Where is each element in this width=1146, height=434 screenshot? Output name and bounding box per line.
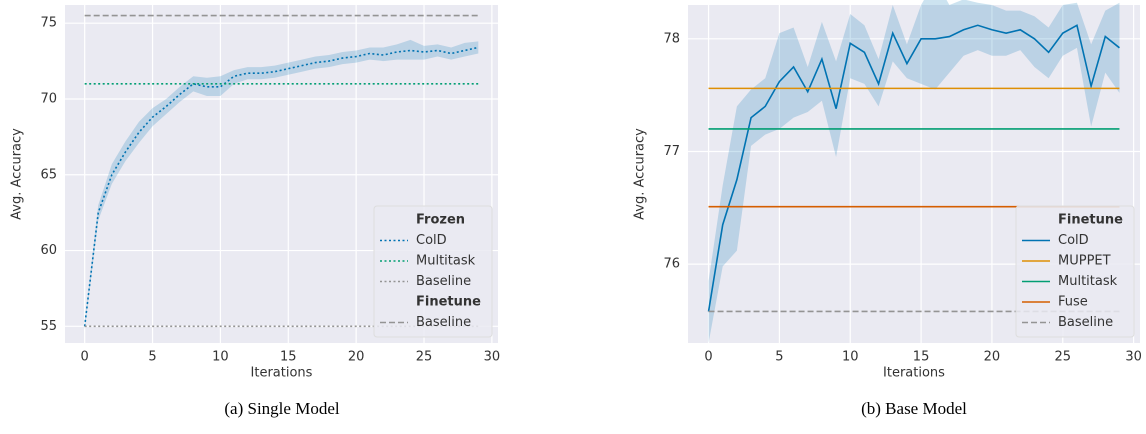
legend-box [373, 205, 493, 338]
legend-label: Baseline [416, 315, 471, 330]
series-line [83, 46, 479, 327]
y-tick-label: 75 [40, 16, 57, 31]
x-axis-label: Iterations [251, 366, 313, 381]
x-tick-label: 10 [212, 350, 229, 365]
legend-label: Multitask [416, 254, 476, 269]
legend-label: ColD [1058, 233, 1089, 248]
legend-box [1015, 205, 1135, 338]
legend-label: Fuse [1058, 295, 1088, 310]
legend-label: MUPPET [1058, 254, 1111, 269]
x-tick-label: 30 [484, 350, 501, 365]
x-axis-label: Iterations [883, 366, 945, 381]
y-tick-label: 65 [40, 167, 57, 182]
legend-label: Baseline [1058, 315, 1113, 330]
x-tick-label: 25 [1055, 350, 1072, 365]
confidence-band [708, 0, 1120, 343]
x-tick-label: 25 [416, 350, 433, 365]
legend-group-title: Finetune [1058, 213, 1123, 228]
series-line [707, 24, 1120, 312]
x-tick-label: 5 [775, 350, 783, 365]
x-tick-label: 5 [148, 350, 156, 365]
legend-label: Multitask [1058, 274, 1118, 289]
chart: 0 5 10 15 20 25 30 55 60 65 70 75 Iterations Avg. Acc… [10, 5, 501, 418]
y-tick-label: 70 [40, 91, 57, 106]
x-tick-label: 0 [81, 350, 89, 365]
y-tick-label: 77 [663, 144, 680, 159]
legend-label: ColD [416, 233, 447, 248]
x-tick-label: 15 [280, 350, 297, 365]
caption: (b) Base Model [861, 399, 967, 418]
x-tick-label: 10 [842, 350, 859, 365]
y-axis-label: Avg. Accuracy [633, 128, 648, 220]
y-axis-label: Avg. Accuracy [10, 128, 25, 220]
x-tick-label: 20 [348, 350, 365, 365]
y-tick-label: 78 [663, 31, 680, 46]
caption: (a) Single Model [224, 399, 339, 418]
x-tick-label: 20 [984, 350, 1001, 365]
y-tick-label: 55 [40, 319, 57, 334]
x-tick-label: 15 [913, 350, 930, 365]
chart: 0 5 10 15 20 25 30 76 77 78 Iterations Avg. Accurac… [633, 0, 1142, 418]
x-tick-label: 0 [704, 350, 712, 365]
legend-group-title: Frozen [416, 213, 465, 228]
legend-group-title: Finetune [416, 295, 481, 310]
y-tick-label: 60 [40, 243, 57, 258]
legend-label: Baseline [416, 274, 471, 289]
x-tick-label: 30 [1125, 350, 1142, 365]
y-tick-label: 76 [663, 257, 680, 272]
